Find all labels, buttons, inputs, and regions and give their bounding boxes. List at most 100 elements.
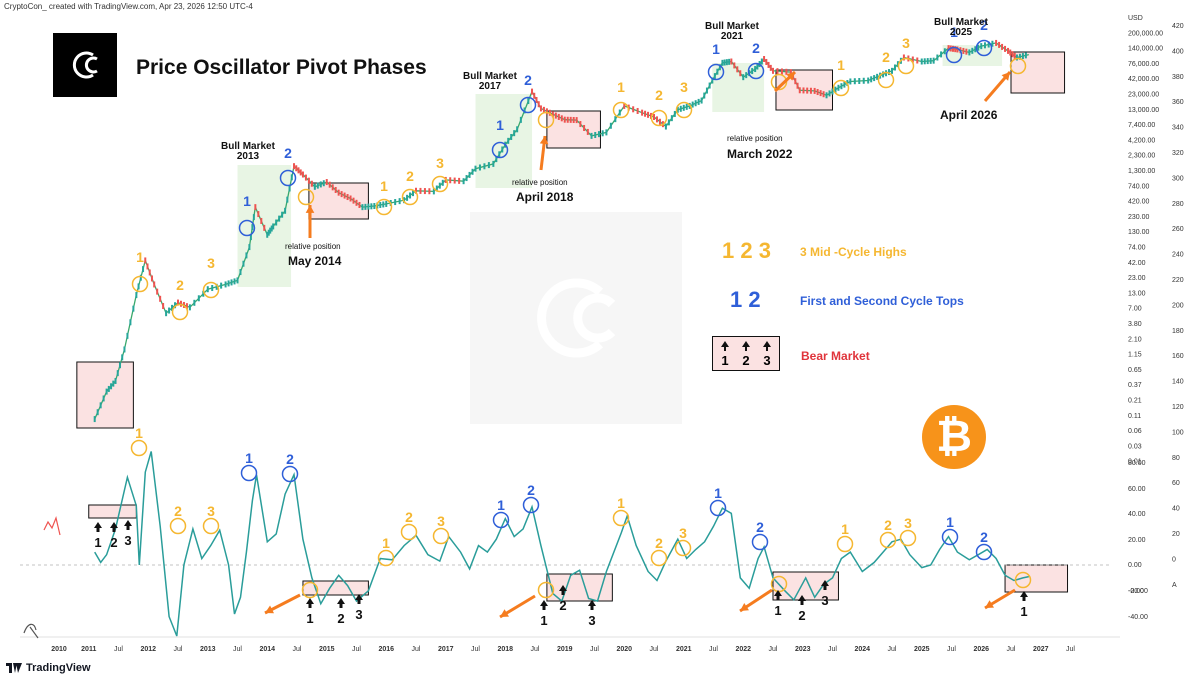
price-candle	[590, 132, 593, 139]
pivot-label: 2	[980, 17, 988, 33]
bitcoin-icon: ₿	[922, 405, 986, 469]
price-axis-tick: 0.65	[1128, 367, 1142, 374]
bear-zone-osc-0	[88, 504, 137, 519]
price-candle	[569, 116, 572, 123]
price-candle	[501, 146, 504, 153]
pivot-label: 2	[655, 87, 663, 103]
pivot-circle	[751, 533, 769, 551]
price-candle	[110, 383, 113, 390]
price-candle	[288, 185, 291, 192]
price-candle	[873, 75, 876, 82]
pivot-label: 1	[382, 535, 390, 551]
price-candle	[670, 115, 673, 122]
pivot-circle	[650, 109, 668, 127]
price-axis-tick: 4,200.00	[1128, 137, 1155, 144]
price-candle	[331, 184, 334, 191]
x-axis-tick: 2024	[854, 646, 870, 653]
price-candle	[1011, 51, 1014, 58]
price-candle	[794, 78, 797, 85]
price-candle	[419, 187, 422, 194]
price-candle	[487, 162, 490, 169]
svg-text:1: 1	[721, 353, 728, 368]
bear-phase-arrow-icon	[124, 520, 132, 530]
price-candle	[224, 281, 227, 288]
pivot-label: 1	[380, 178, 388, 194]
x-axis-tick: Jul	[769, 646, 778, 653]
price-candle	[813, 87, 816, 94]
orange-arrow-head-icon	[539, 136, 549, 145]
pivot-circle	[650, 549, 668, 567]
price-candle	[601, 130, 604, 137]
price-candle	[888, 69, 891, 76]
secondary-axis-tick: 260	[1172, 226, 1184, 233]
price-candle	[398, 198, 401, 205]
price-candle	[248, 244, 251, 251]
price-candle	[458, 177, 461, 184]
price-candle	[465, 175, 468, 182]
price-candle	[936, 54, 939, 61]
price-candle	[1018, 53, 1021, 60]
price-candle	[825, 92, 828, 99]
legend-mid-cycle-text: 3 Mid -Cycle Highs	[800, 245, 907, 259]
price-axis-tick: 0.21	[1128, 398, 1142, 405]
price-candle	[137, 283, 140, 290]
price-candle	[230, 279, 233, 286]
pivot-circle	[612, 101, 630, 119]
pivot-circle	[975, 543, 993, 561]
price-candle	[423, 188, 426, 195]
price-axis-tick: 42,000.00	[1128, 76, 1159, 83]
secondary-axis-tick: 380	[1172, 74, 1184, 81]
price-candle	[102, 395, 105, 402]
bear-phase-arrow-icon	[774, 590, 782, 600]
price-candle	[853, 78, 856, 85]
secondary-axis-tick: 320	[1172, 150, 1184, 157]
price-axis-tick: 0.37	[1128, 382, 1142, 389]
osc-axis-tick: 80.00	[1128, 460, 1146, 467]
pivot-circle	[945, 46, 963, 64]
price-candle	[563, 116, 566, 123]
x-axis-tick: Jul	[650, 646, 659, 653]
x-axis-tick: Jul	[174, 646, 183, 653]
price-candle	[304, 174, 307, 181]
secondary-axis-tick: 360	[1172, 99, 1184, 106]
price-candle	[862, 77, 865, 84]
price-axis-tick: 23,000.00	[1128, 92, 1159, 99]
x-axis-tick: Jul	[233, 646, 242, 653]
price-candle	[340, 191, 343, 198]
price-candle	[474, 165, 477, 172]
bear-phase-arrow-icon	[306, 598, 314, 608]
pivot-circle	[281, 465, 299, 483]
x-axis-tick: 2014	[259, 646, 275, 653]
price-candle	[307, 177, 310, 184]
pivot-label: 1	[617, 79, 625, 95]
price-candle	[1007, 47, 1010, 54]
price-candle	[947, 45, 950, 52]
pivot-label: 1	[837, 57, 845, 73]
price-candle	[284, 207, 287, 214]
price-candle	[932, 57, 935, 64]
bull-market-2025-line1: Bull Market	[934, 17, 988, 28]
bear-zone-osc-4	[1004, 564, 1069, 593]
x-axis-tick: 2027	[1033, 646, 1049, 653]
price-candle	[322, 180, 325, 187]
pivot-circle	[130, 439, 148, 457]
price-candle	[126, 332, 129, 339]
price-axis-tick: 1,300.00	[1128, 168, 1155, 175]
price-candle	[632, 106, 635, 113]
price-candle	[129, 319, 132, 326]
pivot-circle	[897, 57, 915, 75]
pivot-circle	[836, 535, 854, 553]
x-axis-tick: 2020	[616, 646, 632, 653]
price-candle	[118, 362, 121, 369]
pivot-circle	[202, 517, 220, 535]
price-candle	[537, 101, 540, 108]
bear-phase-label: 3	[124, 533, 131, 548]
price-candle	[270, 225, 273, 232]
price-axis-tick: USD	[1128, 15, 1143, 22]
price-candle	[583, 124, 586, 131]
bull-market-2017-label: Bull Market 2017	[460, 72, 520, 92]
price-candle	[257, 211, 260, 218]
price-axis-tick: 2,300.00	[1128, 153, 1155, 160]
price-candle	[725, 59, 728, 66]
price-candle	[816, 89, 819, 96]
